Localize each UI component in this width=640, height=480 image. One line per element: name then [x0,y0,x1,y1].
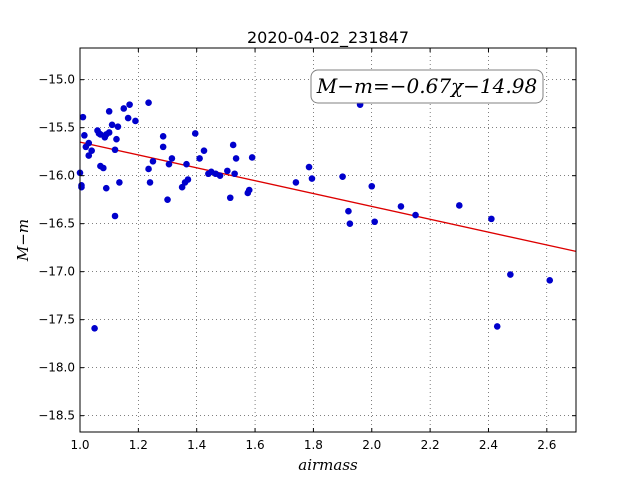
data-point [308,175,316,182]
data-point [412,211,419,219]
data-point [105,129,113,136]
y-tick-label: −15.5 [38,121,75,135]
data-point [132,117,139,125]
chart-title: 2020-04-02_231847 [247,28,409,48]
fit-line [79,141,577,253]
data-point [231,170,238,178]
x-tick-label: 2.4 [479,438,498,452]
x-tick-label: 1.8 [304,438,323,452]
data-point [116,179,123,186]
annotation-box [310,69,544,104]
y-tick-label: −15.0 [38,73,75,87]
data-point [85,152,93,159]
data-point [100,164,107,172]
data-point [292,179,300,186]
data-point [196,155,203,162]
data-point [493,323,501,330]
data-point [85,139,93,147]
data-point [102,184,110,192]
data-point [200,147,208,155]
x-tick-label: 2.2 [421,438,440,452]
data-point [168,155,176,162]
x-tick-label: 1.2 [129,438,148,452]
data-point [191,130,199,137]
data-point [149,157,157,165]
data-point [126,101,133,108]
data-point [346,220,354,227]
data-point [178,183,186,191]
y-tick-label: −17.5 [38,313,75,327]
grid-lines [79,48,576,432]
y-axis-label: M−m [14,219,32,262]
data-point [216,172,224,179]
data-point [184,176,192,183]
data-point [164,196,171,203]
data-point [88,147,95,155]
data-point [79,113,87,121]
data-point [305,163,313,171]
y-tick-label: −17.0 [38,265,75,279]
x-axis-label: airmass [298,456,358,474]
data-point [111,212,119,220]
x-tick-label: 1.4 [187,438,206,452]
x-tick-label: 2.0 [362,438,381,452]
data-point [245,186,253,194]
data-point [368,182,376,190]
x-tick-label: 1.6 [246,438,265,452]
data-point [113,135,120,143]
data-point [397,203,405,210]
data-point [224,167,231,175]
data-point [229,141,237,149]
y-tick-label: −16.5 [38,217,75,231]
x-tick-label: 1.0 [70,438,89,452]
data-point [232,155,240,162]
data-point [455,202,463,209]
plot-frame [79,47,577,433]
data-point [81,132,88,139]
data-point [159,143,167,151]
fit-annotation: M−m=−0.67χ−14.98 [316,74,537,98]
data-point [165,160,173,168]
y-tick-label: −18.0 [38,361,75,375]
data-point [226,194,234,202]
data-point [120,105,128,112]
data-point [339,173,346,180]
data-point [248,154,256,161]
data-point [105,108,113,115]
data-point [111,146,119,154]
data-point [371,218,378,226]
data-point [345,207,352,215]
data-point [91,325,98,332]
data-point [145,99,152,107]
y-tick-label: −18.5 [38,409,75,423]
data-point [183,160,190,168]
data-point [159,133,167,140]
data-point [146,179,154,186]
x-tick-label: 2.6 [537,438,556,452]
data-point [507,271,514,278]
data-point [78,181,85,189]
data-point [108,121,116,129]
data-point [488,215,495,223]
y-tick-label: −16.0 [38,169,75,183]
axis-tick-labels: 1.0 1.2 1.4 1.6 1.8 2.0 2.2 2.4 2.6 −15.0 −15.5 −16… [38,73,556,452]
data-point [124,114,132,122]
data-point [546,277,554,284]
data-point [114,123,122,131]
axis-ticks [79,48,576,432]
data-point [145,165,152,173]
